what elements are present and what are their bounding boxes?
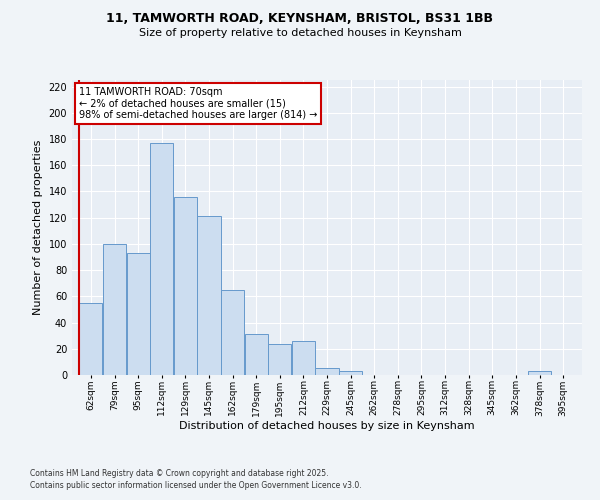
Text: 11, TAMWORTH ROAD, KEYNSHAM, BRISTOL, BS31 1BB: 11, TAMWORTH ROAD, KEYNSHAM, BRISTOL, BS…	[107, 12, 493, 26]
Bar	[316, 368, 338, 375]
Bar	[150, 143, 173, 375]
Text: Size of property relative to detached houses in Keynsham: Size of property relative to detached ho…	[139, 28, 461, 38]
Bar	[79, 303, 103, 375]
Bar	[528, 371, 551, 375]
Bar	[174, 196, 197, 375]
Y-axis label: Number of detached properties: Number of detached properties	[33, 140, 43, 315]
X-axis label: Distribution of detached houses by size in Keynsham: Distribution of detached houses by size …	[179, 421, 475, 431]
Bar	[103, 244, 126, 375]
Text: Contains HM Land Registry data © Crown copyright and database right 2025.: Contains HM Land Registry data © Crown c…	[30, 468, 329, 477]
Bar	[292, 341, 315, 375]
Bar	[127, 253, 149, 375]
Bar	[245, 334, 268, 375]
Bar	[221, 290, 244, 375]
Text: 11 TAMWORTH ROAD: 70sqm
← 2% of detached houses are smaller (15)
98% of semi-det: 11 TAMWORTH ROAD: 70sqm ← 2% of detached…	[79, 86, 317, 120]
Text: Contains public sector information licensed under the Open Government Licence v3: Contains public sector information licen…	[30, 481, 362, 490]
Bar	[268, 344, 292, 375]
Bar	[197, 216, 221, 375]
Bar	[339, 371, 362, 375]
